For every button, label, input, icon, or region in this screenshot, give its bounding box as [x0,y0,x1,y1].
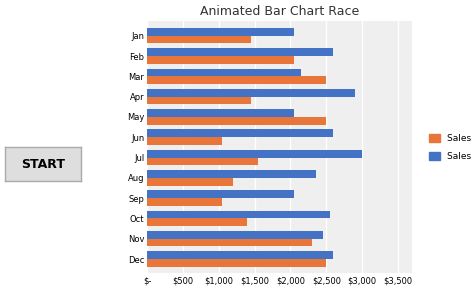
Bar [147,231,323,239]
Bar [147,218,247,226]
Bar [147,89,355,97]
Bar [147,97,251,104]
Bar [147,28,294,36]
Bar [147,170,316,178]
Bar [147,137,222,145]
Bar [147,48,334,56]
Bar [147,239,312,247]
Bar [147,117,326,125]
Bar [147,36,251,43]
Text: START: START [21,158,64,171]
Legend: Sales (2021), Sales (2020): Sales (2021), Sales (2020) [425,129,474,165]
Bar [147,211,330,218]
Title: Animated Bar Chart Race: Animated Bar Chart Race [200,5,359,17]
Bar [147,109,294,117]
Bar [147,251,334,259]
Bar [147,157,258,165]
Bar [147,56,294,64]
Bar [147,68,301,76]
Bar [147,150,362,157]
Bar [147,259,326,267]
Bar [147,76,326,84]
Bar [147,190,294,198]
Bar [147,178,233,185]
Bar [147,198,222,206]
Bar [147,130,334,137]
